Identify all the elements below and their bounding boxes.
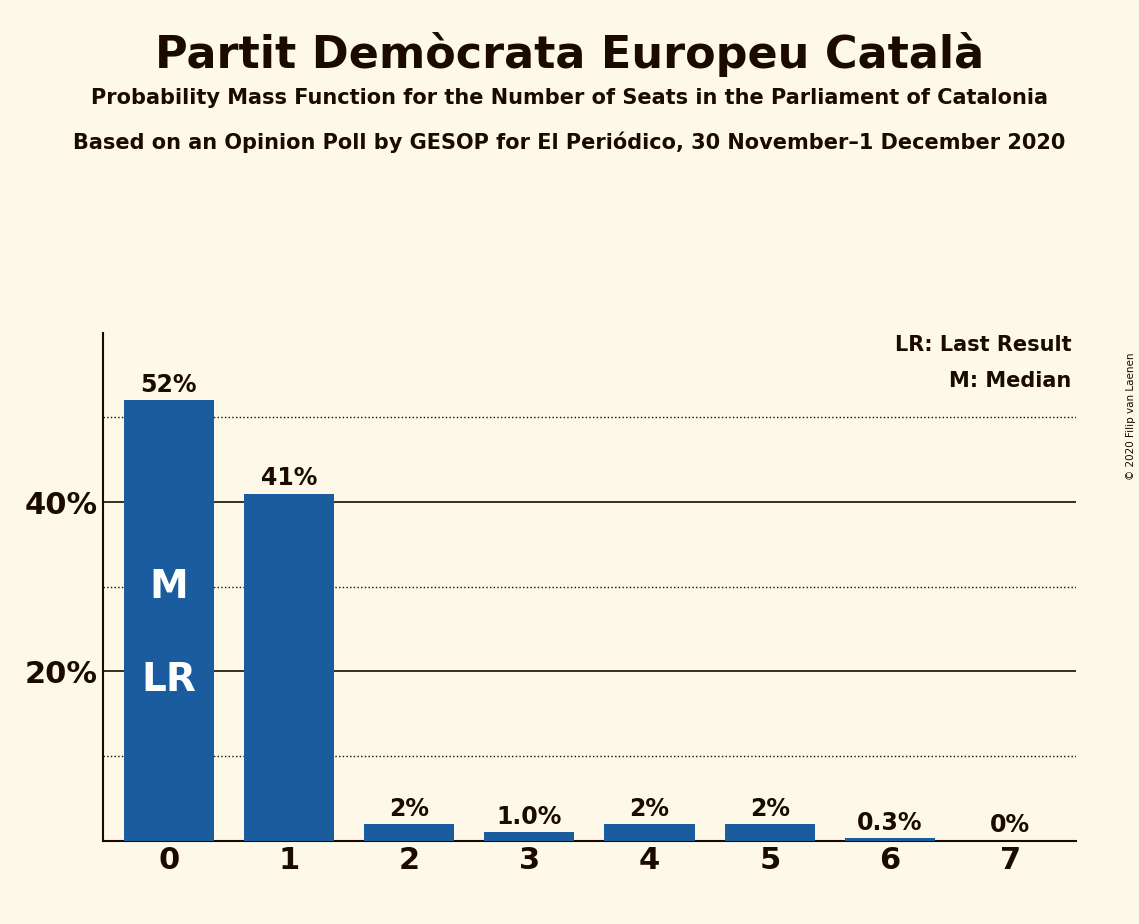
- Text: 0.3%: 0.3%: [858, 811, 923, 835]
- Text: 41%: 41%: [261, 467, 317, 490]
- Text: 1.0%: 1.0%: [497, 805, 562, 829]
- Text: 0%: 0%: [990, 813, 1031, 837]
- Text: 2%: 2%: [390, 796, 429, 821]
- Text: 52%: 52%: [140, 373, 197, 397]
- Bar: [845, 838, 935, 841]
- Text: 2%: 2%: [630, 796, 670, 821]
- Bar: [123, 400, 214, 841]
- Text: LR: Last Result: LR: Last Result: [895, 335, 1072, 355]
- Text: M: Median: M: Median: [949, 371, 1072, 391]
- Bar: [605, 824, 695, 841]
- Bar: [364, 824, 454, 841]
- Text: Partit Demòcrata Europeu Català: Partit Demòcrata Europeu Català: [155, 32, 984, 78]
- Bar: [724, 824, 814, 841]
- Text: Probability Mass Function for the Number of Seats in the Parliament of Catalonia: Probability Mass Function for the Number…: [91, 88, 1048, 108]
- Text: © 2020 Filip van Laenen: © 2020 Filip van Laenen: [1126, 352, 1136, 480]
- Bar: [484, 833, 574, 841]
- Text: M: M: [149, 567, 188, 606]
- Text: 2%: 2%: [749, 796, 789, 821]
- Text: Based on an Opinion Poll by GESOP for El Periódico, 30 November–1 December 2020: Based on an Opinion Poll by GESOP for El…: [73, 131, 1066, 152]
- Bar: [244, 493, 334, 841]
- Text: LR: LR: [141, 661, 196, 699]
